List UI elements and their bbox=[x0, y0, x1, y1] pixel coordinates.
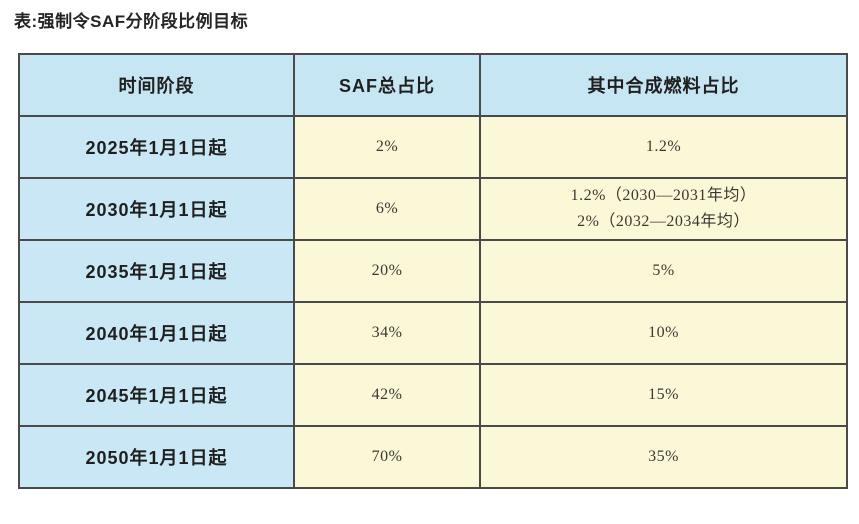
period-cell: 2040年1月1日起 bbox=[18, 301, 295, 365]
synthetic-share-line: 1.2% bbox=[645, 137, 682, 155]
header-synthetic: 其中合成燃料占比 bbox=[479, 53, 848, 117]
table-row: 2050年1月1日起 70% 35% bbox=[18, 425, 848, 489]
synthetic-share-cell: 35% bbox=[479, 425, 848, 489]
saf-total-cell: 20% bbox=[293, 239, 481, 303]
synthetic-share-cell: 10% bbox=[479, 301, 848, 365]
saf-total-cell: 6% bbox=[293, 177, 481, 241]
table-row: 2045年1月1日起 42% 15% bbox=[18, 363, 848, 427]
table-row: 2035年1月1日起 20% 5% bbox=[18, 239, 848, 303]
synthetic-share-line: 15% bbox=[648, 385, 679, 403]
table-header-row: 时间阶段 SAF总占比 其中合成燃料占比 bbox=[18, 53, 848, 117]
synthetic-share-cell: 1.2%（2030—2031年均） 2%（2032—2034年均） bbox=[479, 177, 848, 241]
saf-total-cell: 2% bbox=[293, 115, 481, 179]
period-cell: 2045年1月1日起 bbox=[18, 363, 295, 427]
table-caption: 表:强制令SAF分阶段比例目标 bbox=[14, 12, 249, 31]
table-body: 2025年1月1日起 2% 1.2% 2030年1月1日起 6% 1.2%（2030—20… bbox=[18, 115, 848, 489]
table-row: 2025年1月1日起 2% 1.2% bbox=[18, 115, 848, 179]
period-cell: 2025年1月1日起 bbox=[18, 115, 295, 179]
header-saf-total: SAF总占比 bbox=[293, 53, 481, 117]
period-cell: 2050年1月1日起 bbox=[18, 425, 295, 489]
period-cell: 2030年1月1日起 bbox=[18, 177, 295, 241]
header-time-period: 时间阶段 bbox=[18, 53, 295, 117]
period-cell: 2035年1月1日起 bbox=[18, 239, 295, 303]
synthetic-share-cell: 1.2% bbox=[479, 115, 848, 179]
table-row: 2030年1月1日起 6% 1.2%（2030—2031年均） 2%（2032—203… bbox=[18, 177, 848, 241]
synthetic-share-line: 1.2%（2030—2031年均） bbox=[570, 186, 757, 204]
table-row: 2040年1月1日起 34% 10% bbox=[18, 301, 848, 365]
saf-targets-table: 时间阶段 SAF总占比 其中合成燃料占比 2025年1月1日起 2% 1.2% 203… bbox=[18, 53, 848, 489]
synthetic-share-cell: 15% bbox=[479, 363, 848, 427]
synthetic-share-line: 35% bbox=[648, 447, 679, 465]
saf-total-cell: 70% bbox=[293, 425, 481, 489]
synthetic-share-line: 2%（2032—2034年均） bbox=[577, 213, 750, 230]
synthetic-share-line: 5% bbox=[652, 261, 675, 279]
saf-total-cell: 42% bbox=[293, 363, 481, 427]
saf-total-cell: 34% bbox=[293, 301, 481, 365]
synthetic-share-cell: 5% bbox=[479, 239, 848, 303]
synthetic-share-line: 10% bbox=[648, 323, 679, 341]
